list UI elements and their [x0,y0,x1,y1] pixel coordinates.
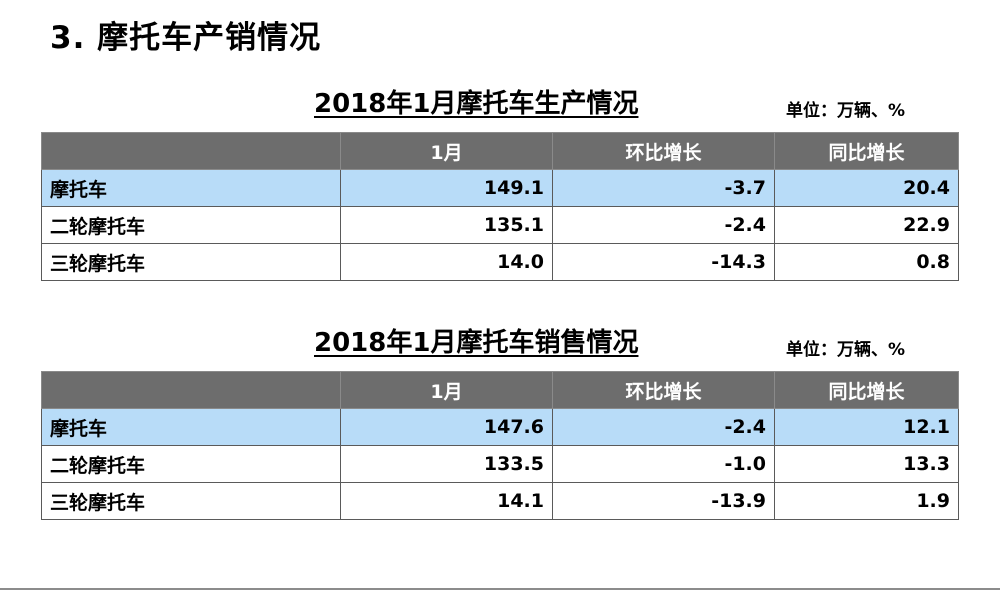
header-cell-mom: 环比增长 [552,371,775,409]
cell-mom: -13.9 [552,482,775,520]
header-cell-empty [41,132,341,170]
cell-yoy: 12.1 [774,408,959,446]
cell-yoy: 1.9 [774,482,959,520]
table-row: 二轮摩托车 133.5 -1.0 13.3 [41,445,959,483]
bottom-divider [0,588,1000,590]
production-unit-label: 单位：万辆、% [786,101,906,121]
table-row: 三轮摩托车 14.0 -14.3 0.8 [41,243,959,281]
header-cell-yoy: 同比增长 [774,371,959,409]
row-label: 三轮摩托车 [41,243,341,281]
cell-yoy: 20.4 [774,169,959,207]
table-row: 摩托车 147.6 -2.4 12.1 [41,408,959,446]
table-row: 三轮摩托车 14.1 -13.9 1.9 [41,482,959,520]
cell-jan: 133.5 [340,445,553,483]
cell-mom: -1.0 [552,445,775,483]
cell-mom: -2.4 [552,206,775,244]
cell-jan: 135.1 [340,206,553,244]
cell-yoy: 22.9 [774,206,959,244]
production-table-title: 2018年1月摩托车生产情况 [314,89,639,119]
cell-jan: 149.1 [340,169,553,207]
row-label: 二轮摩托车 [41,206,341,244]
header-cell-jan: 1月 [340,132,553,170]
cell-mom: -2.4 [552,408,775,446]
cell-yoy: 0.8 [774,243,959,281]
sales-table-title: 2018年1月摩托车销售情况 [314,328,639,358]
sales-table: 1月 环比增长 同比增长 摩托车 147.6 -2.4 12.1 二轮摩托车 1… [41,371,959,520]
row-label: 摩托车 [41,169,341,207]
page-title: 3. 摩托车产销情况 [50,20,322,56]
table-row: 二轮摩托车 135.1 -2.4 22.9 [41,206,959,244]
cell-mom: -14.3 [552,243,775,281]
table-header-row: 1月 环比增长 同比增长 [41,132,959,170]
sales-unit-label: 单位：万辆、% [786,340,906,360]
header-cell-yoy: 同比增长 [774,132,959,170]
header-cell-jan: 1月 [340,371,553,409]
table-header-row: 1月 环比增长 同比增长 [41,371,959,409]
table-row: 摩托车 149.1 -3.7 20.4 [41,169,959,207]
cell-jan: 147.6 [340,408,553,446]
header-cell-empty [41,371,341,409]
cell-jan: 14.0 [340,243,553,281]
cell-yoy: 13.3 [774,445,959,483]
row-label: 二轮摩托车 [41,445,341,483]
production-table: 1月 环比增长 同比增长 摩托车 149.1 -3.7 20.4 二轮摩托车 1… [41,132,959,281]
header-cell-mom: 环比增长 [552,132,775,170]
row-label: 三轮摩托车 [41,482,341,520]
cell-mom: -3.7 [552,169,775,207]
row-label: 摩托车 [41,408,341,446]
cell-jan: 14.1 [340,482,553,520]
